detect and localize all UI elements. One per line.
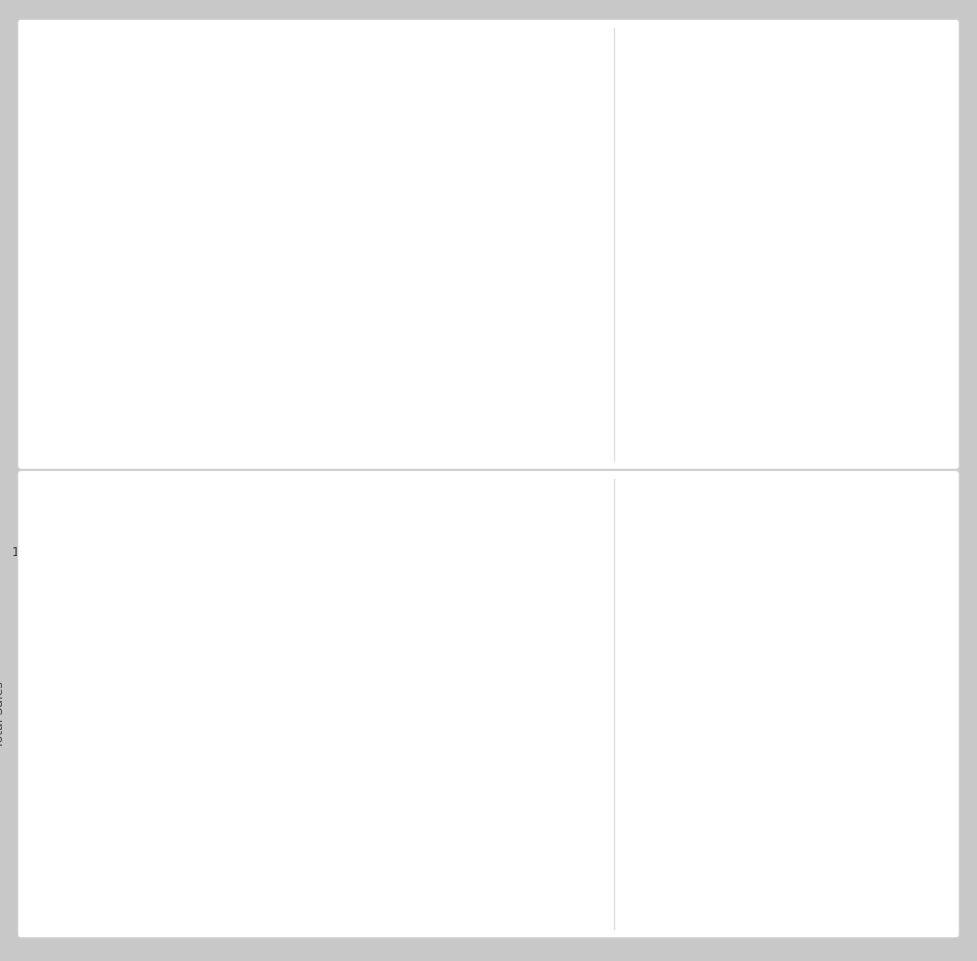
Circle shape xyxy=(313,494,751,522)
FancyBboxPatch shape xyxy=(620,488,659,519)
Text: ⬆: ⬆ xyxy=(448,504,458,513)
FancyBboxPatch shape xyxy=(626,576,646,593)
Text: Total labels: Total labels xyxy=(659,579,738,593)
Circle shape xyxy=(924,236,950,431)
FancyBboxPatch shape xyxy=(626,655,646,673)
Circle shape xyxy=(274,27,712,55)
Text: Fit to screen: Fit to screen xyxy=(659,148,744,162)
Text: Total Sales by Quarter a...: Total Sales by Quarter a... xyxy=(35,500,299,517)
Text: ↑: ↑ xyxy=(370,911,380,924)
Text: ⛰: ⛰ xyxy=(411,37,418,46)
Circle shape xyxy=(352,27,790,55)
Text: Showing all 85 data points: Showing all 85 data points xyxy=(35,913,183,923)
Text: 100% stacked area chart: 100% stacked area chart xyxy=(657,876,869,892)
Text: ↑: ↑ xyxy=(370,442,380,456)
Text: All labels: All labels xyxy=(659,113,722,128)
Text: Detail labels: Detail labels xyxy=(659,619,745,632)
FancyBboxPatch shape xyxy=(622,402,901,453)
Circle shape xyxy=(156,494,594,522)
Circle shape xyxy=(352,494,790,522)
FancyBboxPatch shape xyxy=(626,111,646,128)
Circle shape xyxy=(195,27,633,55)
FancyBboxPatch shape xyxy=(626,215,646,233)
Text: ⬆: ⬆ xyxy=(528,37,536,46)
Text: ^: ^ xyxy=(879,541,893,559)
Text: ▐: ▐ xyxy=(932,84,942,97)
Text: ⚙: ⚙ xyxy=(929,627,945,645)
Text: ✓: ✓ xyxy=(632,659,640,669)
Circle shape xyxy=(924,161,950,356)
Text: Max data points: Max data points xyxy=(626,266,752,281)
Text: ⬆: ⬆ xyxy=(528,504,536,513)
Text: The limit is 20,000 data points: The limit is 20,000 data points xyxy=(626,334,806,347)
Text: i: i xyxy=(935,252,939,265)
Circle shape xyxy=(195,494,633,522)
Circle shape xyxy=(924,236,950,431)
Circle shape xyxy=(924,534,950,736)
Text: Configure: Configure xyxy=(629,78,701,92)
Y-axis label: Total Sales: Total Sales xyxy=(30,226,44,293)
Text: Quarterly Date - Fiscal: Quarterly Date - Fiscal xyxy=(221,442,379,456)
Text: ≡: ≡ xyxy=(370,504,380,513)
Text: Ⓡ: Ⓡ xyxy=(933,789,941,803)
Text: ⋯: ⋯ xyxy=(566,37,576,46)
Circle shape xyxy=(168,907,582,928)
FancyBboxPatch shape xyxy=(855,486,899,519)
Text: ✓: ✓ xyxy=(632,219,640,229)
Text: ×: × xyxy=(870,503,883,521)
Text: Stack 100%: Stack 100% xyxy=(659,658,742,673)
Text: ⚙: ⚙ xyxy=(929,170,945,187)
Circle shape xyxy=(168,438,582,459)
FancyBboxPatch shape xyxy=(855,25,899,58)
Circle shape xyxy=(156,27,594,55)
Circle shape xyxy=(924,695,950,898)
Circle shape xyxy=(924,695,950,898)
Text: Total Sales: Total Sales xyxy=(685,503,793,521)
Text: X-axis gridlines: X-axis gridlines xyxy=(659,184,765,197)
FancyBboxPatch shape xyxy=(626,145,646,162)
Circle shape xyxy=(313,27,751,55)
Text: ▐: ▐ xyxy=(932,536,942,551)
Text: i: i xyxy=(935,711,939,726)
Text: Y-axis gridlines: Y-axis gridlines xyxy=(659,218,763,233)
Text: ⛰: ⛰ xyxy=(411,504,418,513)
Text: Total Sales by Quarter a...: Total Sales by Quarter a... xyxy=(35,33,299,50)
Circle shape xyxy=(274,494,712,522)
Circle shape xyxy=(234,494,672,522)
Text: ✓: ✓ xyxy=(632,149,640,160)
Text: 5000: 5000 xyxy=(637,286,674,302)
Circle shape xyxy=(924,443,950,645)
Circle shape xyxy=(234,27,672,55)
Circle shape xyxy=(924,0,950,187)
Text: Display: Display xyxy=(626,568,677,581)
Text: Stacked area chart: Stacked area chart xyxy=(681,420,844,434)
Y-axis label: Total Sales: Total Sales xyxy=(0,680,7,748)
Text: ⬆: ⬆ xyxy=(448,37,458,46)
FancyBboxPatch shape xyxy=(626,181,646,198)
Text: ⋯: ⋯ xyxy=(566,504,576,513)
Circle shape xyxy=(924,617,950,819)
FancyBboxPatch shape xyxy=(626,615,646,633)
Text: Showing all 85 data points: Showing all 85 data points xyxy=(35,444,183,454)
Text: Edit chart: Edit chart xyxy=(626,41,725,60)
Text: Number format: Number format xyxy=(626,541,757,556)
Text: ●: ● xyxy=(488,504,497,513)
FancyBboxPatch shape xyxy=(622,858,901,909)
Text: ≡: ≡ xyxy=(370,37,380,46)
Text: Quarterly Date - Fiscal: Quarterly Date - Fiscal xyxy=(221,911,379,924)
Text: Ⓡ: Ⓡ xyxy=(933,327,941,340)
Text: ←: ← xyxy=(634,496,647,511)
Text: ●: ● xyxy=(488,37,497,46)
Circle shape xyxy=(924,82,950,276)
FancyBboxPatch shape xyxy=(624,278,898,310)
Text: Settings: Settings xyxy=(761,78,830,92)
Text: ×: × xyxy=(870,41,883,60)
Text: Display: Display xyxy=(626,105,683,118)
